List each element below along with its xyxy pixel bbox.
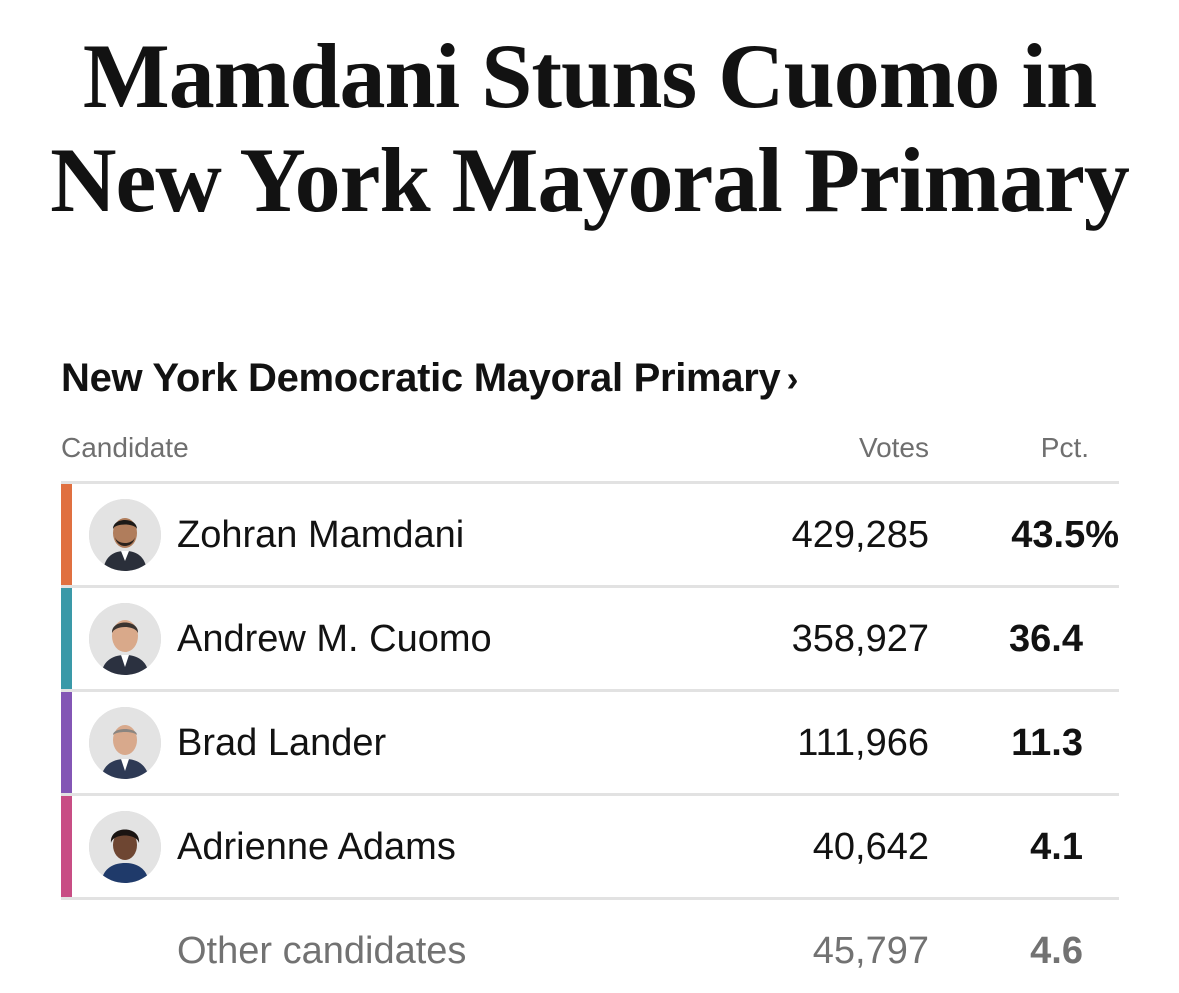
candidate-color-bar bbox=[61, 796, 72, 897]
candidate-votes: 40,642 bbox=[812, 826, 929, 868]
table-row: Zohran Mamdani 429,285 43.5% bbox=[61, 484, 1119, 588]
race-title-link[interactable]: New York Democratic Mayoral Primary › bbox=[61, 352, 798, 405]
candidate-name: Brad Lander bbox=[177, 722, 387, 764]
table-row: Adrienne Adams 40,642 4.1 bbox=[61, 796, 1119, 900]
race-title-text: New York Democratic Mayoral Primary bbox=[61, 356, 781, 400]
header-candidate: Candidate bbox=[61, 432, 189, 463]
header-votes: Votes bbox=[858, 432, 929, 463]
table-row: Brad Lander 111,966 11.3 bbox=[61, 692, 1119, 796]
headline-line-2: New York Mayoral Primary bbox=[50, 129, 1130, 231]
table-row: Andrew M. Cuomo 358,927 36.4 bbox=[61, 588, 1119, 692]
candidate-pct: 11.3 bbox=[1011, 722, 1083, 764]
other-candidates-pct: 4.6 bbox=[1030, 930, 1083, 972]
table-row-other: Other candidates 45,797 4.6 bbox=[61, 900, 1119, 992]
results-table: Zohran Mamdani 429,285 43.5% Andrew M. C… bbox=[61, 481, 1119, 992]
candidate-votes: 111,966 bbox=[797, 722, 929, 764]
candidate-photo-icon bbox=[89, 707, 161, 779]
candidate-votes: 358,927 bbox=[791, 618, 929, 660]
headline-line-1: Mamdani Stuns Cuomo in bbox=[82, 25, 1097, 127]
candidate-name: Zohran Mamdani bbox=[177, 514, 465, 556]
candidate-photo-icon bbox=[89, 603, 161, 675]
candidate-photo-icon bbox=[89, 811, 161, 883]
candidate-photo-icon bbox=[89, 499, 161, 571]
candidate-color-bar bbox=[61, 588, 72, 689]
candidate-pct: 43.5% bbox=[1011, 514, 1119, 556]
results-table-header: Candidate Votes Pct. bbox=[61, 430, 1119, 470]
candidate-pct: 4.1 bbox=[1030, 826, 1083, 868]
candidate-pct: 36.4 bbox=[1009, 618, 1083, 660]
candidate-name: Andrew M. Cuomo bbox=[177, 618, 492, 660]
candidate-color-bar bbox=[61, 692, 72, 793]
header-pct: Pct. bbox=[1040, 432, 1089, 463]
candidate-votes: 429,285 bbox=[791, 514, 929, 556]
chevron-right-icon: › bbox=[786, 358, 799, 399]
candidate-color-bar bbox=[61, 484, 72, 585]
candidate-name: Adrienne Adams bbox=[177, 826, 456, 868]
other-candidates-votes: 45,797 bbox=[812, 930, 929, 972]
other-candidates-name: Other candidates bbox=[177, 930, 467, 972]
headline: Mamdani Stuns Cuomo in New York Mayoral … bbox=[40, 24, 1139, 232]
